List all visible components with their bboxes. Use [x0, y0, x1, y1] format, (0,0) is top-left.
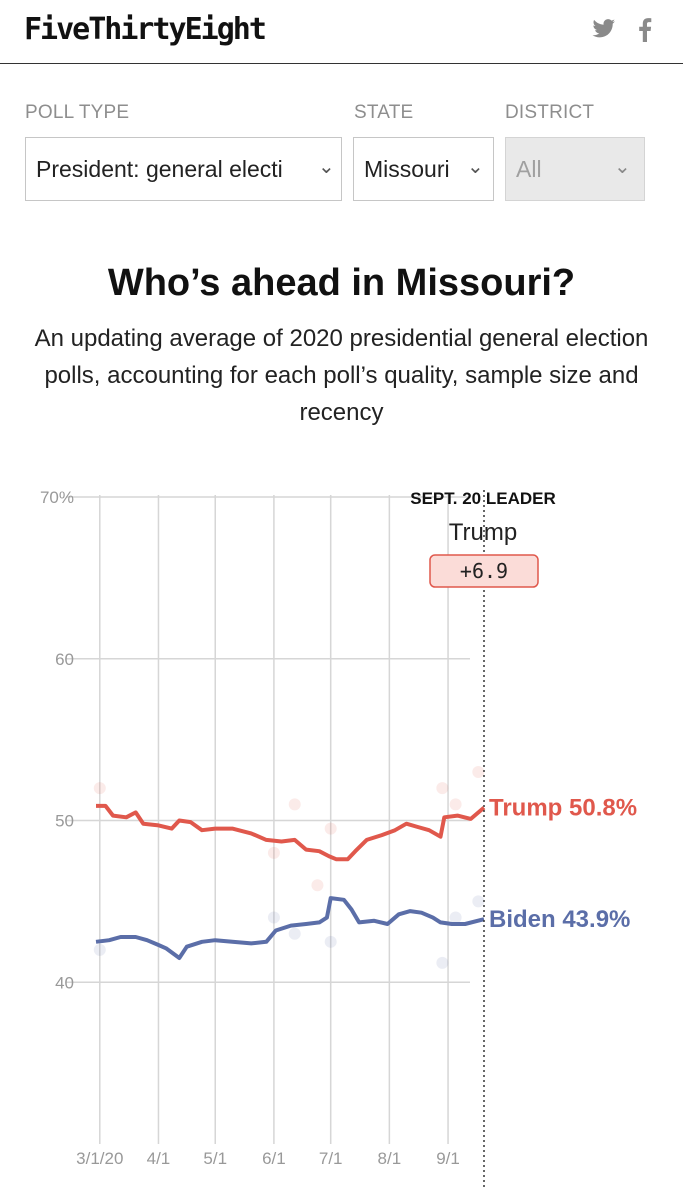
biden-end-label: Biden 43.9% — [489, 906, 630, 933]
leader-heading: SEPT. 20 LEADER — [410, 489, 556, 508]
leader-margin-value: +6.9 — [460, 559, 508, 583]
state-value: Missouri — [364, 156, 450, 182]
page-title: Who’s ahead in Missouri? — [107, 262, 576, 304]
poll-dot — [288, 798, 301, 811]
poll-dot — [436, 956, 449, 969]
y-tick-label: 40 — [55, 973, 74, 992]
district-value: All — [516, 156, 542, 182]
x-tick-label: 8/1 — [378, 1149, 402, 1168]
trump-average-line — [96, 803, 486, 862]
x-tick-label: 7/1 — [319, 1149, 343, 1168]
poll-dot — [449, 911, 462, 924]
y-tick-label: 70% — [40, 488, 74, 507]
page-subtitle: An updating average of 2020 presidential… — [34, 325, 649, 426]
poll-dot — [436, 782, 449, 795]
poll-dot — [93, 782, 106, 795]
y-tick-label: 50 — [55, 812, 74, 831]
trump-end-label: Trump 50.8% — [489, 795, 637, 822]
poll-dot — [311, 879, 324, 892]
chevron-down-icon: ⌄ — [614, 156, 631, 178]
district-label: DISTRICT — [505, 102, 595, 123]
poll-dot — [324, 935, 337, 948]
state-label: STATE — [354, 102, 414, 123]
y-tick-label: 60 — [55, 650, 74, 669]
poll-type-value: President: general electi — [36, 156, 283, 182]
x-tick-label: 5/1 — [203, 1149, 227, 1168]
poll-dot — [288, 927, 301, 940]
chevron-down-icon: ⌄ — [467, 156, 484, 178]
x-tick-label: 4/1 — [147, 1149, 171, 1168]
leader-margin-badge — [429, 554, 539, 588]
leader-name: Trump — [449, 519, 517, 546]
state-select[interactable]: Missouri ⌄ — [353, 137, 494, 201]
site-logo[interactable]: FiveThirtyEight — [24, 12, 267, 47]
district-select: All ⌄ — [505, 137, 645, 201]
chevron-down-icon: ⌄ — [318, 156, 335, 178]
x-tick-label: 9/1 — [436, 1149, 460, 1168]
biden-average-line — [95, 896, 485, 960]
poll-dot — [472, 895, 485, 908]
facebook-icon[interactable] — [638, 18, 652, 49]
top-bar: FiveThirtyEight — [0, 0, 683, 64]
poll-dot — [93, 943, 106, 956]
poll-type-select[interactable]: President: general electi ⌄ — [25, 137, 342, 201]
x-tick-label: 3/1/20 — [76, 1149, 123, 1168]
poll-dot — [472, 765, 485, 778]
twitter-icon[interactable] — [592, 18, 616, 46]
poll-dot — [449, 798, 462, 811]
poll-dot — [324, 822, 337, 835]
x-tick-label: 6/1 — [262, 1149, 286, 1168]
poll-dot — [267, 846, 280, 859]
poll-dot — [267, 911, 280, 924]
poll-type-label: POLL TYPE — [25, 102, 130, 123]
polling-average-chart: 70% 60 50 40 3/1/20 4/1 5/1 6/1 7/1 8/1 9/1 Trump 5… — [40, 488, 637, 1188]
